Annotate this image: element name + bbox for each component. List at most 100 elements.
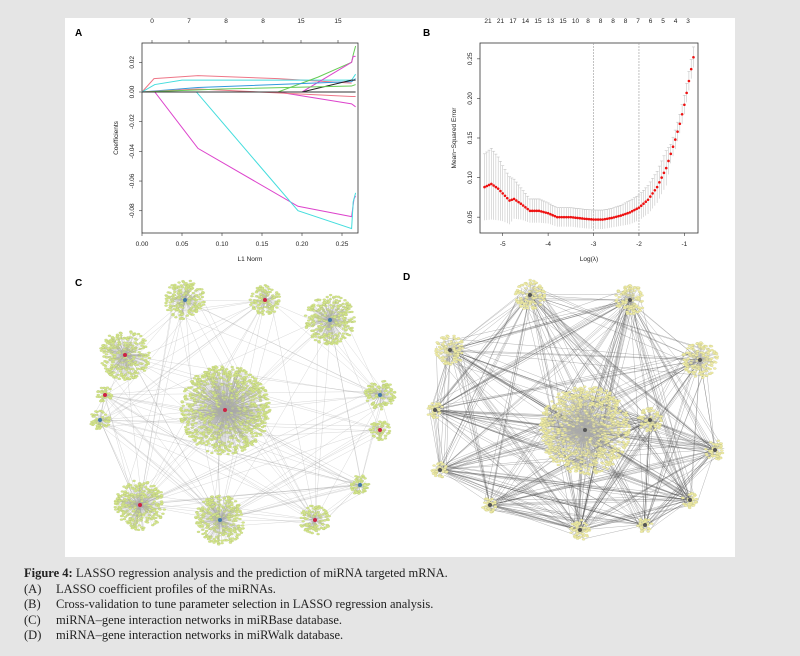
gene-node [168,306,172,309]
gene-node [267,287,271,290]
gene-node [236,385,241,388]
figure-panel: A B C D 0.00 0.05 0.10 0.15 0.20 0.25 -0.08 -0.… [65,18,735,557]
gene-node [258,408,262,412]
gene-node [180,400,184,403]
y-axis-label: Mean−Squared Error [451,107,458,169]
gene-node [243,380,248,383]
gene-node [373,383,377,386]
gene-node [147,504,151,507]
x-axis-label: L1 Norm [238,256,263,263]
gene-node [141,347,145,350]
gene-node [192,397,196,400]
gene-node [238,368,242,371]
gene-node [185,403,190,406]
gene-node [371,426,376,429]
mse-point [649,195,652,198]
gene-node [266,405,270,408]
gene-node [95,417,99,420]
network-edge [219,519,303,521]
gene-node [374,394,379,397]
mse-point [692,55,695,59]
mirna-hub-node [263,298,267,302]
gene-node [304,326,309,329]
panel-label-a: A [75,28,82,39]
gene-node [114,499,118,502]
network-edge [379,394,390,428]
gene-node [334,321,338,324]
mse-point [533,209,536,213]
gene-node [263,393,267,396]
mse-point [676,130,679,133]
gene-node [258,423,262,426]
gene-node [119,334,123,337]
gene-node [104,425,108,428]
mse-point [614,215,618,219]
gene-node [308,322,312,325]
gene-node [160,502,164,505]
gene-node [145,516,149,519]
mse-point [578,216,582,220]
gene-node [194,422,198,425]
gene-node [101,416,105,419]
network-edge [219,425,375,521]
gene-node [263,421,267,424]
gene-node [101,346,105,349]
gene-node [184,413,188,416]
network-edge [140,299,266,507]
network-edge [219,320,337,521]
gene-node [180,418,184,421]
gene-node [111,341,115,344]
mse-point [639,204,643,207]
gene-node [105,341,110,345]
network-edge [193,295,316,521]
gene-node [248,378,252,382]
gene-node [194,310,198,314]
mse-point [558,215,561,219]
gene-node [161,512,165,515]
mse-point [594,218,598,221]
gene-node [265,402,269,405]
gene-node [107,356,112,359]
gene-node [181,404,186,407]
gene-node [250,375,255,379]
top-axis-label: 0 [150,18,154,25]
gene-node [216,405,221,408]
gene-node [108,373,112,376]
gene-node [140,490,145,493]
gene-node [254,434,259,438]
gene-node [116,493,120,496]
gene-node [310,306,315,309]
gene-node [125,368,129,371]
top-axis-label: 21 [497,18,505,25]
coefficient-line [141,88,356,97]
gene-node [328,298,332,301]
mse-point [653,188,657,192]
gene-node [144,486,148,489]
mse-point [660,176,663,179]
mse-point [496,187,500,190]
gene-node [179,407,183,410]
gene-node [254,377,258,380]
network-edge [100,425,221,521]
network-edge [219,483,362,521]
mse-point [567,215,570,219]
coefficient-line [142,91,356,108]
gene-node [127,377,131,380]
network-edge [329,319,387,395]
gene-node [200,295,205,299]
mse-point [524,205,527,209]
gene-node [111,358,116,361]
gene-node [116,510,120,514]
gene-node [317,339,321,343]
gene-node [149,485,153,488]
mse-point [503,194,507,198]
gene-node [339,296,343,300]
gene-node [185,314,190,317]
gene-node [310,329,315,332]
gene-node [322,298,327,301]
y-tick-label: 0.25 [467,52,474,65]
gene-node [201,291,205,294]
mse-point [576,216,579,220]
gene-node [124,356,128,359]
